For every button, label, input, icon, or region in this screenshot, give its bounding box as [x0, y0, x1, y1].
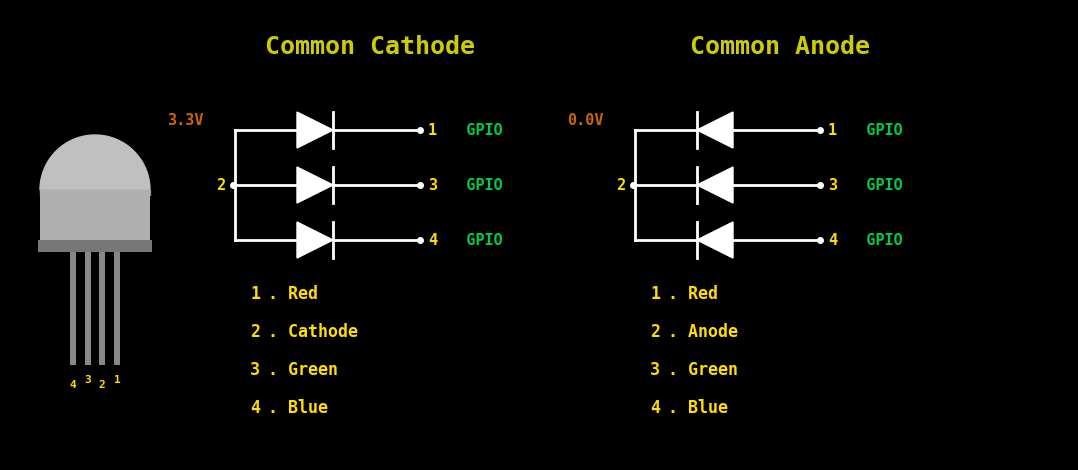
- Text: 4: 4: [428, 233, 437, 248]
- Text: 3: 3: [428, 178, 437, 193]
- Polygon shape: [40, 135, 150, 190]
- Text: 3: 3: [250, 361, 260, 379]
- Text: 3: 3: [650, 361, 660, 379]
- Text: 2: 2: [650, 323, 660, 341]
- Text: 3.3V: 3.3V: [167, 112, 204, 127]
- Text: GPIO: GPIO: [848, 123, 902, 138]
- Text: 4: 4: [250, 399, 260, 417]
- Text: 0.0V: 0.0V: [567, 112, 604, 127]
- Polygon shape: [697, 112, 733, 148]
- Text: . Red: . Red: [268, 285, 318, 303]
- Text: . Blue: . Blue: [268, 399, 328, 417]
- Text: Common Anode: Common Anode: [690, 35, 870, 59]
- Text: 3: 3: [85, 375, 92, 385]
- Text: . Blue: . Blue: [668, 399, 728, 417]
- Text: GPIO: GPIO: [848, 178, 902, 193]
- Text: 1: 1: [828, 123, 838, 138]
- Text: 4: 4: [650, 399, 660, 417]
- Text: 1: 1: [250, 285, 260, 303]
- Polygon shape: [298, 222, 333, 258]
- Bar: [40, 190, 150, 245]
- Text: GPIO: GPIO: [848, 233, 902, 248]
- Polygon shape: [697, 167, 733, 203]
- Bar: [70, 245, 77, 365]
- Text: 2: 2: [216, 178, 225, 193]
- Text: 1: 1: [650, 285, 660, 303]
- Text: 2: 2: [616, 178, 625, 193]
- Text: . Green: . Green: [668, 361, 738, 379]
- Text: 2: 2: [98, 380, 106, 390]
- Polygon shape: [697, 222, 733, 258]
- Text: . Red: . Red: [668, 285, 718, 303]
- Text: GPIO: GPIO: [448, 178, 502, 193]
- Text: Common Cathode: Common Cathode: [265, 35, 475, 59]
- Text: 1: 1: [113, 375, 121, 385]
- Text: . Green: . Green: [268, 361, 338, 379]
- Polygon shape: [298, 167, 333, 203]
- Text: 4: 4: [70, 380, 77, 390]
- Bar: [85, 245, 91, 365]
- Text: 2: 2: [250, 323, 260, 341]
- Text: GPIO: GPIO: [448, 123, 502, 138]
- Bar: [99, 245, 105, 365]
- Bar: [114, 245, 120, 365]
- Text: GPIO: GPIO: [448, 233, 502, 248]
- Text: 1: 1: [428, 123, 437, 138]
- Text: . Cathode: . Cathode: [268, 323, 358, 341]
- Text: . Anode: . Anode: [668, 323, 738, 341]
- Polygon shape: [298, 112, 333, 148]
- Text: 4: 4: [828, 233, 838, 248]
- Bar: [38, 240, 152, 252]
- Text: 3: 3: [828, 178, 838, 193]
